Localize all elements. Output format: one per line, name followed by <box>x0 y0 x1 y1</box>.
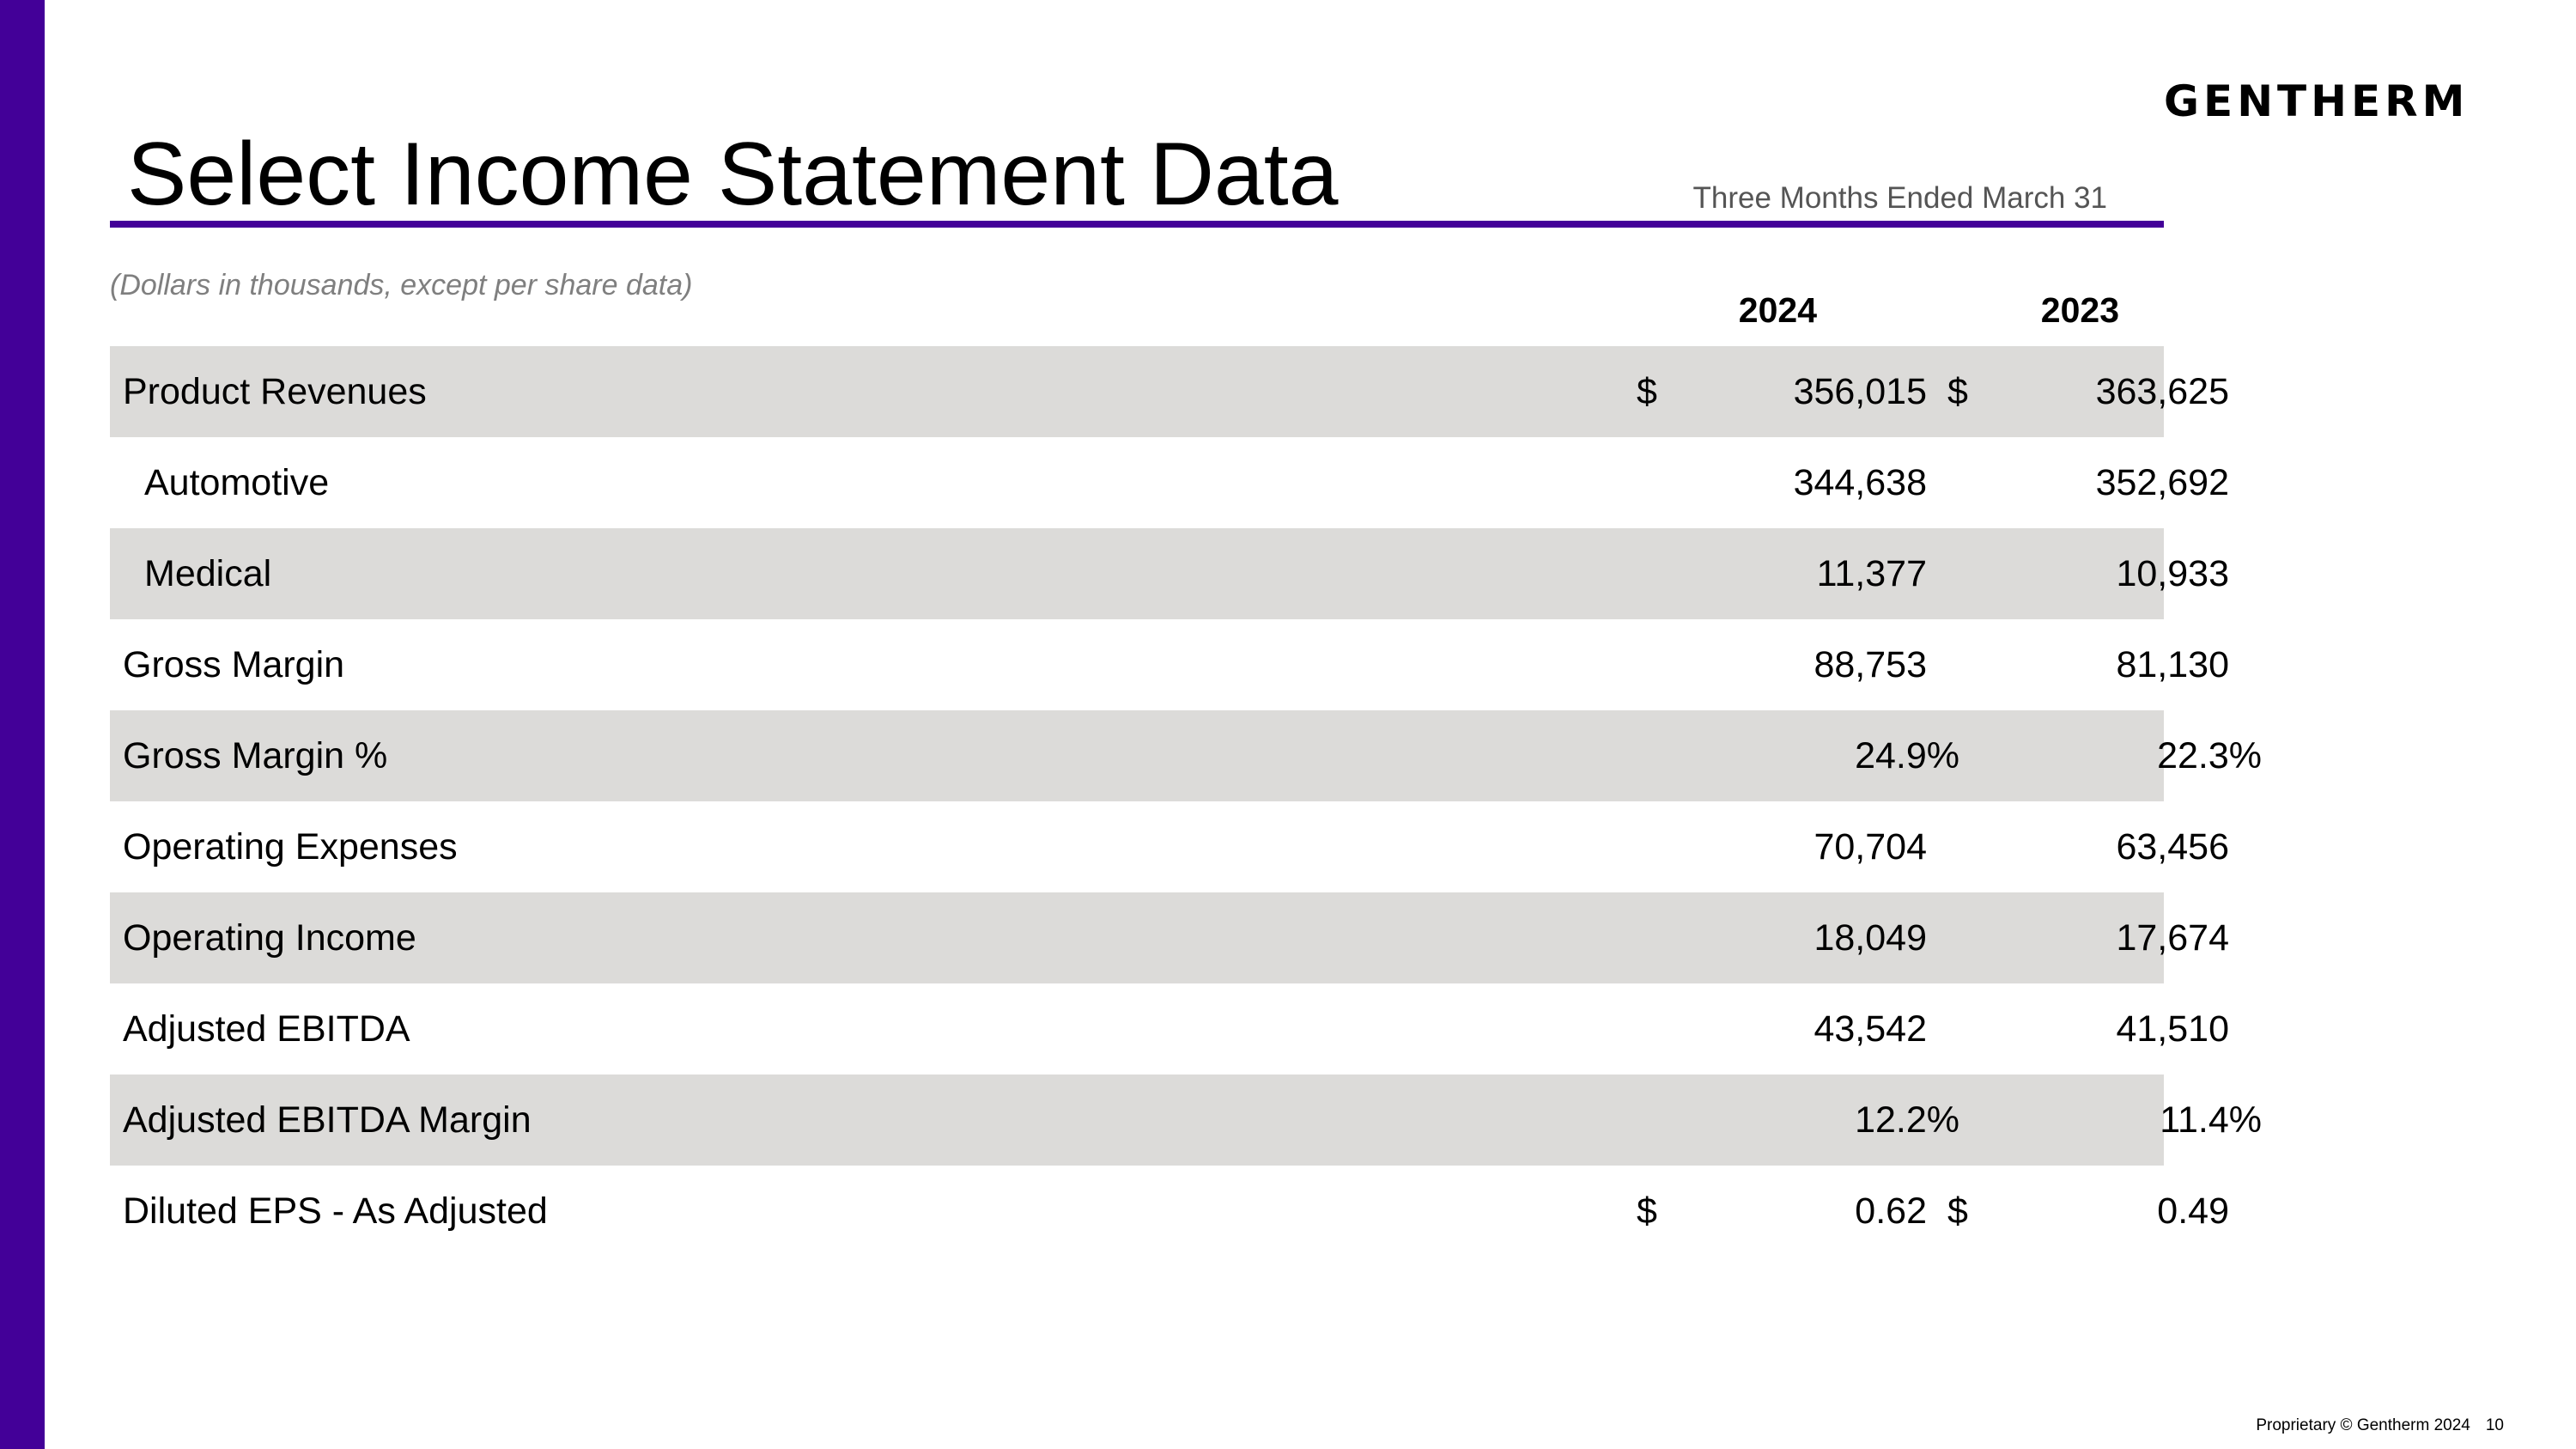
value-2023: 352,692 <box>2095 462 2229 503</box>
value-2024: 356,015 <box>1793 371 1927 412</box>
page-title: Select Income Statement Data <box>127 125 1339 224</box>
table-row: Product Revenues $ 356,015 $ 363,625 <box>110 346 2229 437</box>
value-2023: 363,625 <box>2095 371 2229 412</box>
row-label: Gross Margin % <box>123 735 388 776</box>
row-label: Operating Income <box>123 917 416 959</box>
currency-sign: $ <box>1637 371 1657 412</box>
footer: Proprietary © Gentherm 2024 10 <box>2147 1416 2504 1436</box>
value-2024: 11,377 <box>1816 553 1927 594</box>
value-2023: 41,510 <box>2116 1008 2229 1050</box>
title-divider <box>110 221 2164 228</box>
row-label: Automotive <box>144 462 330 503</box>
row-label: Gross Margin <box>123 644 345 685</box>
row-label: Diluted EPS - As Adjusted <box>123 1190 548 1232</box>
currency-sign: $ <box>1637 1190 1657 1232</box>
value-2024: 88,753 <box>1814 644 1927 685</box>
footer-copyright: Proprietary © Gentherm 2024 <box>2256 1416 2470 1434</box>
table-row: Automotive 344,638 352,692 <box>110 437 2229 528</box>
table-row: Adjusted EBITDA 43,542 41,510 <box>110 983 2229 1075</box>
page-number: 10 <box>2485 1416 2504 1434</box>
value-2023: 0.49 <box>2157 1190 2229 1232</box>
table-row: Gross Margin % 24.9% 22.3% <box>110 710 2262 801</box>
value-2023: 17,674 <box>2116 917 2229 959</box>
units-note: (Dollars in thousands, except per share … <box>110 269 693 301</box>
gentherm-logo: GENTHERM <box>2164 76 2470 126</box>
income-statement-table: Product Revenues $ 356,015 $ 363,625 Aut… <box>110 346 2262 1257</box>
table-row: Adjusted EBITDA Margin 12.2% 11.4% <box>110 1075 2262 1166</box>
accent-side-bar <box>0 0 45 1449</box>
currency-sign: $ <box>1947 371 1968 412</box>
value-2023: 81,130 <box>2116 644 2229 685</box>
table-row: Operating Income 18,049 17,674 <box>110 892 2229 983</box>
value-2023: 63,456 <box>2116 826 2229 868</box>
row-label: Medical <box>144 553 272 594</box>
table-row: Medical 11,377 10,933 <box>110 528 2229 619</box>
row-label: Product Revenues <box>123 371 427 412</box>
table-row: Operating Expenses 70,704 63,456 <box>110 801 2229 892</box>
value-2024: 344,638 <box>1793 462 1927 503</box>
value-2023: 11.4% <box>2160 1099 2262 1141</box>
period-header: Three Months Ended March 31 <box>1692 181 2107 215</box>
value-2024: 12.2% <box>1855 1099 1959 1141</box>
value-2024: 24.9% <box>1855 735 1959 776</box>
value-2024: 43,542 <box>1814 1008 1927 1050</box>
value-2023: 10,933 <box>2116 553 2229 594</box>
column-header-2023: 2023 <box>2040 290 2119 330</box>
row-label: Operating Expenses <box>123 826 458 868</box>
currency-sign: $ <box>1947 1190 1968 1232</box>
value-2024: 70,704 <box>1814 826 1927 868</box>
value-2024: 0.62 <box>1855 1190 1927 1232</box>
table-row: Gross Margin 88,753 81,130 <box>110 619 2229 710</box>
row-label: Adjusted EBITDA Margin <box>123 1099 532 1141</box>
column-header-2024: 2024 <box>1738 290 1817 330</box>
row-label: Adjusted EBITDA <box>123 1008 410 1050</box>
value-2023: 22.3% <box>2157 735 2262 776</box>
table-row: Diluted EPS - As Adjusted $ 0.62 $ 0.49 <box>110 1166 2229 1257</box>
value-2024: 18,049 <box>1814 917 1927 959</box>
